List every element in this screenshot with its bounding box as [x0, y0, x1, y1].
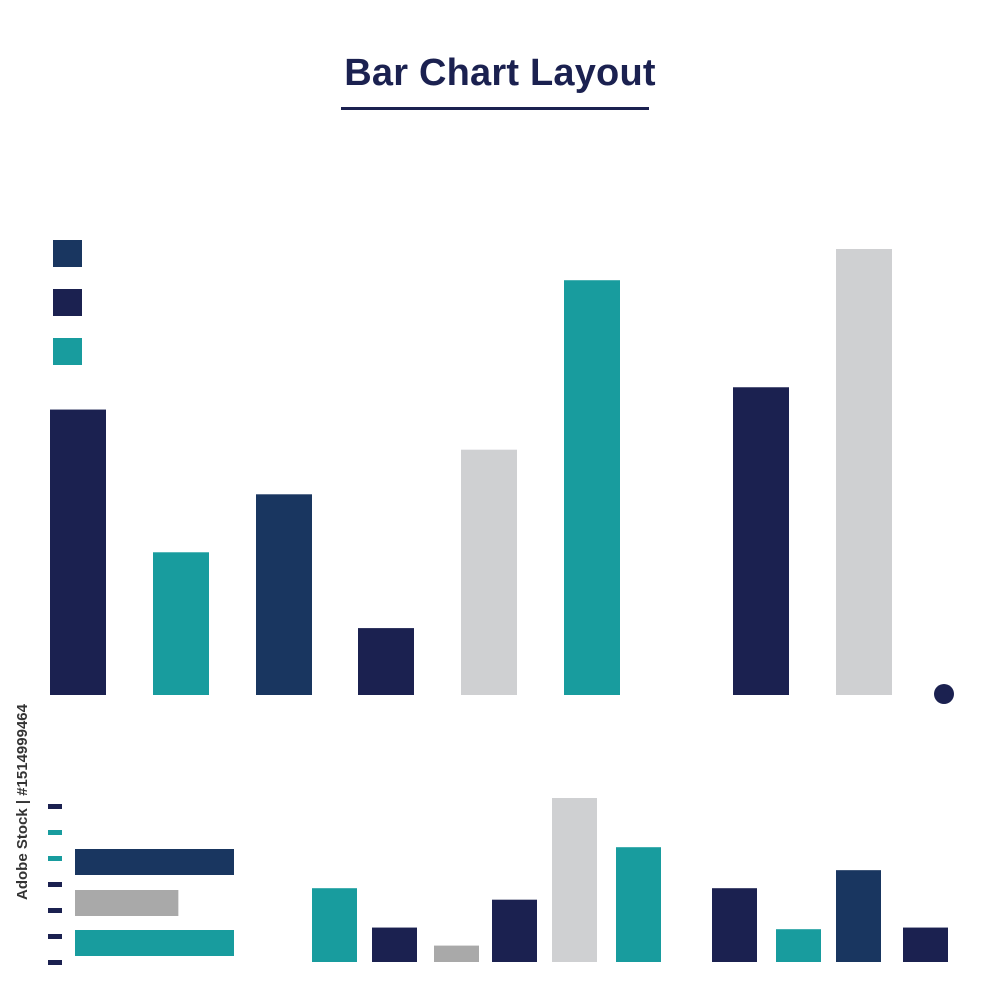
legend-swatch-3 [53, 338, 82, 365]
small-bar-1 [312, 888, 357, 962]
small-bar-10 [903, 927, 948, 962]
hbar-3 [75, 930, 234, 956]
small-bar-5 [552, 798, 597, 962]
legend-swatch-2 [53, 289, 82, 316]
small-bar-9 [836, 870, 881, 962]
small-bar-7 [712, 888, 757, 962]
small-bar-3 [434, 945, 479, 962]
small-bar-8 [776, 929, 821, 962]
marker-dot [934, 684, 954, 704]
hbar-axis-tick-5 [48, 908, 62, 913]
hbar-axis-tick-1 [48, 804, 62, 809]
small-bar-4 [492, 899, 537, 962]
main-bar-9 [836, 249, 892, 695]
hbar-1 [75, 849, 234, 875]
small-bar-6 [616, 847, 661, 962]
main-bar-5 [461, 449, 517, 695]
main-bar-4 [358, 628, 414, 695]
chart-title: Bar Chart Layout [344, 52, 656, 94]
hbar-axis-tick-6 [48, 934, 62, 939]
title-underline [341, 107, 649, 110]
hbar-2 [75, 890, 179, 916]
main-bar-3 [256, 494, 312, 695]
main-bar-8 [733, 387, 789, 695]
main-bar-6 [564, 280, 620, 695]
legend-swatch-1 [53, 240, 82, 267]
hbar-axis-tick-4 [48, 882, 62, 887]
hbar-axis-tick-2 [48, 830, 62, 835]
hbar-axis-tick-7 [48, 960, 62, 965]
hbar-axis-tick-3 [48, 856, 62, 861]
main-bar-2 [153, 552, 209, 695]
main-bar-1 [50, 409, 106, 695]
small-bar-2 [372, 927, 417, 962]
